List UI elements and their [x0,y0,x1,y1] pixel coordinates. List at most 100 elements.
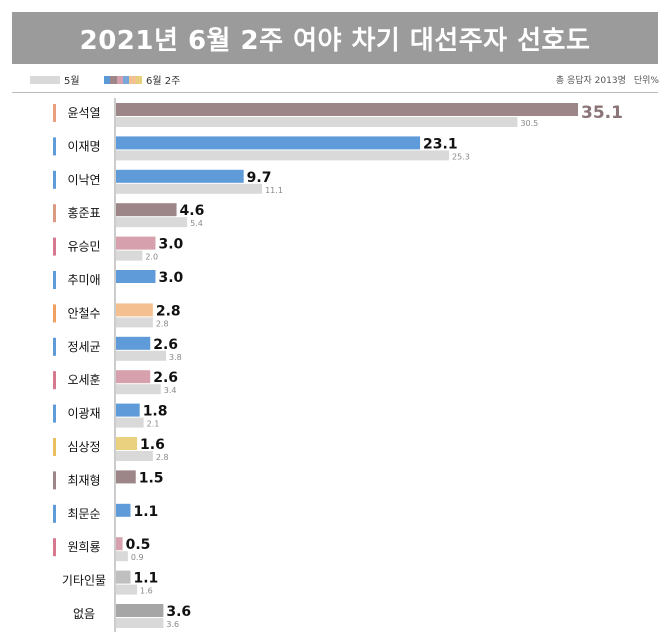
category-marker [53,271,56,289]
category-marker [53,304,56,323]
bar-current [116,503,131,517]
bar-current [116,370,151,384]
value-label-current: 1.8 [143,404,168,420]
category-label: 추미애 [67,273,100,287]
value-label-previous: 3.8 [169,353,182,362]
value-label-current: 1.1 [133,571,158,587]
category-marker [53,337,56,356]
category-label: 윤석열 [67,106,100,120]
bar-current [116,403,140,417]
value-label-current: 1.6 [140,437,165,453]
value-label-current: 4.6 [180,203,205,219]
category-label: 최재형 [67,473,100,487]
bar-previous [116,317,153,328]
bar-previous [116,150,450,161]
legend-prev-label: 5월 [64,76,80,87]
value-label-current: 3.0 [158,237,183,253]
category-label: 안철수 [67,306,100,320]
value-label-current: 3.0 [158,270,183,286]
bar-previous [116,618,164,628]
category-marker [53,204,56,223]
bar-current [116,537,123,551]
bar-previous [116,250,143,261]
category-marker [53,538,56,557]
category-label: 유승민 [67,240,100,254]
category-label: 이광재 [67,407,100,421]
category-marker [53,471,56,490]
bar-current [116,103,578,116]
category-label: 오세훈 [67,373,100,387]
value-label-current: 1.5 [139,470,164,486]
chart-title: 2021년 6월 2주 여야 차기 대선주자 선호도 [12,12,658,64]
value-label-previous: 2.8 [156,319,169,328]
legend-current-swatch [104,76,142,84]
value-label-current: 35.1 [581,103,623,123]
bar-current [116,236,156,250]
legend-stripe [110,76,117,84]
bar-current [116,604,164,617]
bar-previous [116,350,167,361]
bar-current [116,470,136,484]
bar-current [116,303,153,317]
legend-prev-swatch [30,76,60,84]
value-label-previous: 0.9 [131,553,144,562]
legend-stripe [135,76,142,84]
category-label: 최문순 [67,507,100,521]
category-marker [53,137,56,156]
value-label-previous: 2.8 [156,453,169,462]
legend-current-label: 6월 2주 [146,76,181,87]
value-label-previous: 3.4 [164,386,177,395]
unit-note: 단위% [633,76,659,86]
value-label-current: 23.1 [423,136,458,152]
category-label: 원희룡 [67,540,100,554]
bar-previous [116,417,144,428]
value-label-current: 2.6 [153,337,178,353]
bar-current [116,570,131,584]
category-marker [53,104,56,122]
bar-previous [116,183,263,194]
category-label: 정세균 [67,340,100,354]
bar-current [116,437,138,450]
respondents-note: 총 응답자 2013명 [555,76,626,86]
bar-current [116,203,177,217]
value-label-previous: 5.4 [190,219,203,228]
legend-stripe [104,76,111,84]
category-marker [53,438,56,456]
category-marker [53,404,56,423]
category-marker [53,371,56,390]
value-label-previous: 11.1 [265,186,283,195]
legend: 5월 6월 2주 총 응답자 2013명 단위% [0,72,671,90]
value-label-previous: 3.6 [166,620,179,629]
category-marker [53,504,56,523]
category-label: 홍준표 [67,206,100,220]
category-label: 심상정 [67,440,100,454]
legend-stripe [129,76,136,84]
bar-previous [116,217,188,228]
category-marker [53,237,56,256]
category-marker [53,170,56,189]
bar-previous [116,551,128,562]
value-label-current: 0.5 [126,537,151,553]
legend-stripe [116,76,123,84]
bar-previous [116,384,161,395]
value-label-previous: 30.5 [520,119,538,128]
value-label-previous: 2.1 [147,420,160,429]
bar-current [116,136,421,150]
legend-stripe [123,76,130,84]
value-label-current: 9.7 [247,170,272,186]
bar-current [116,169,244,183]
bar-previous [116,451,153,461]
bar-previous [116,584,138,595]
category-label: 없음 [73,607,95,621]
bar-current [116,270,156,283]
category-label: 이재명 [67,139,100,153]
value-label-current: 2.8 [156,303,181,319]
value-label-previous: 25.3 [452,152,470,161]
header-divider [12,92,658,93]
value-label-current: 2.6 [153,370,178,386]
bar-current [116,336,151,350]
bar-previous [116,117,518,127]
value-label-previous: 2.0 [145,253,158,262]
category-label: 이낙연 [67,173,100,187]
